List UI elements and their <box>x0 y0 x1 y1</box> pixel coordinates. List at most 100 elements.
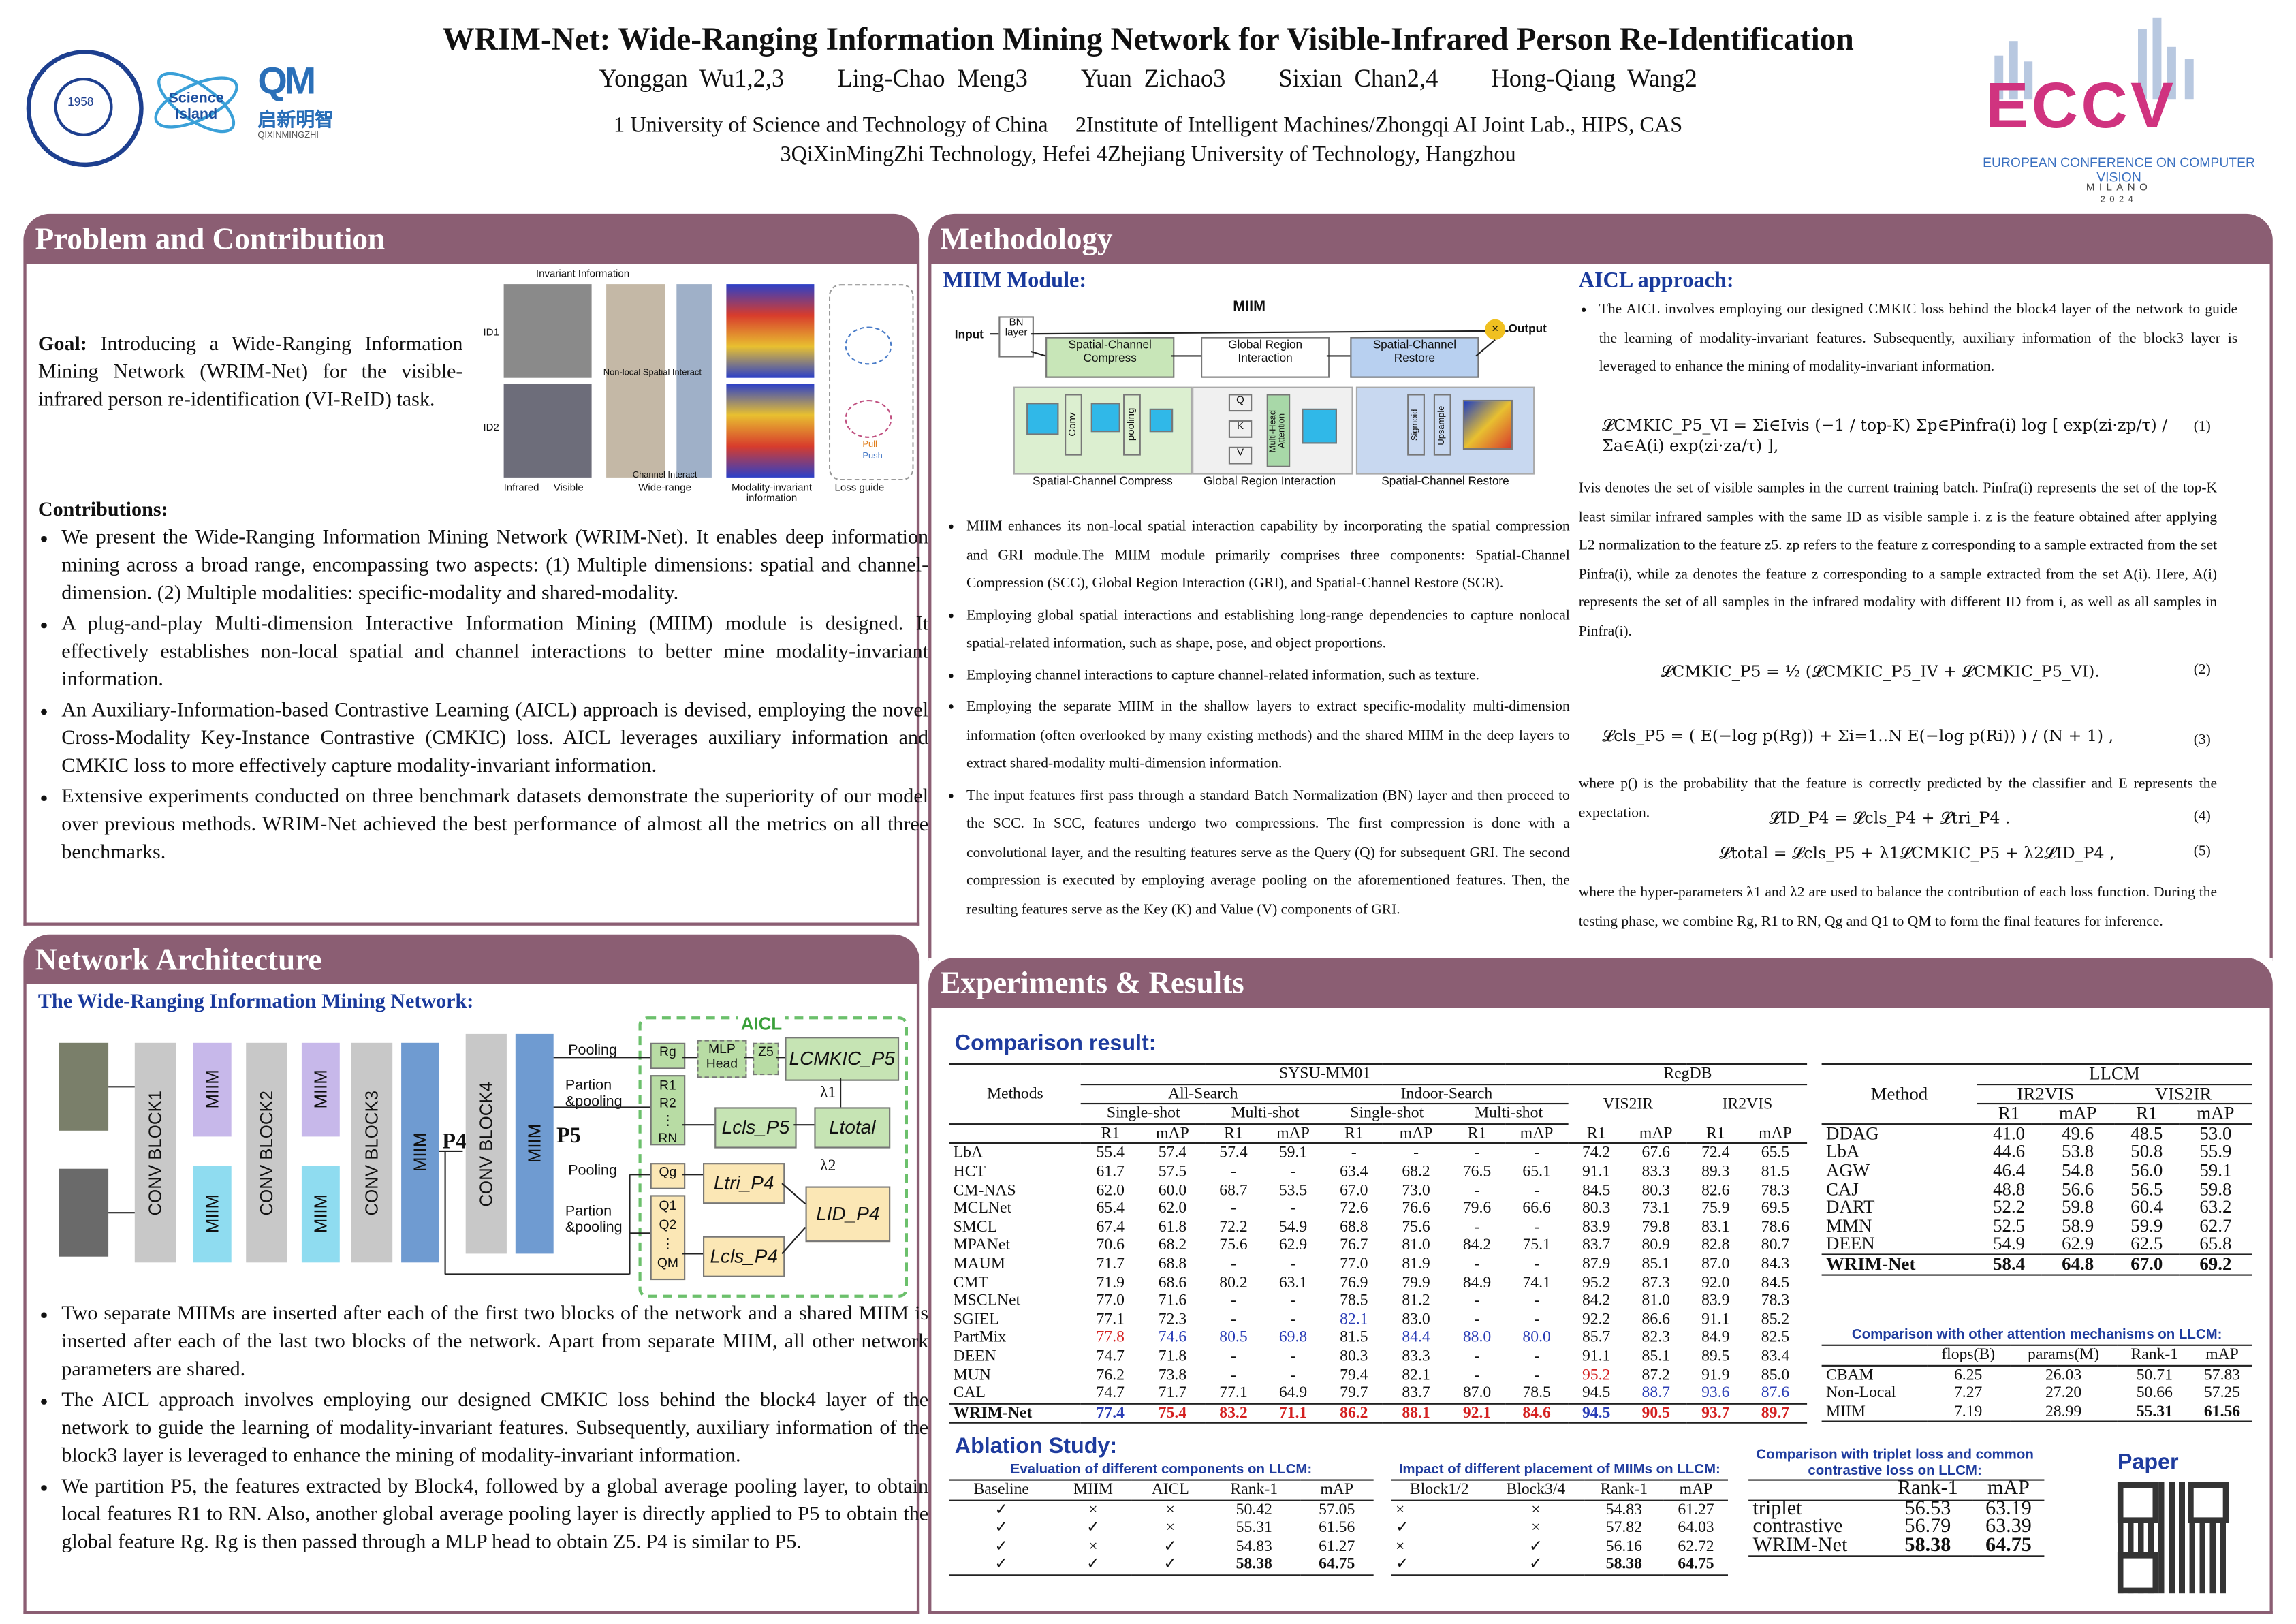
k-box: K <box>1228 420 1253 438</box>
table-cell: 68.8 <box>1340 1218 1368 1236</box>
table-cell: 70.6 <box>1096 1236 1125 1255</box>
table-cell: 78.3 <box>1761 1181 1790 1199</box>
scr-caption: Spatial-Channel Restore <box>1381 474 1509 488</box>
table-cell: - <box>1534 1292 1540 1310</box>
paper-qr-code[interactable] <box>2117 1482 2229 1594</box>
table-cell: 63.19 <box>1985 1497 2032 1520</box>
vis-input-image <box>59 1042 109 1131</box>
table-row: DART 52.2 59.8 60.4 63.2 <box>1822 1198 2252 1217</box>
table-cell: 83.2 <box>1219 1404 1248 1422</box>
method-name: SMCL <box>953 1218 998 1236</box>
table-cell: Non-Local <box>1826 1384 1896 1402</box>
table-cell: 67.6 <box>1641 1144 1670 1162</box>
table-cell: 83.7 <box>1582 1236 1611 1255</box>
table-cell: 63.39 <box>1985 1516 2032 1538</box>
table-cell: 83.9 <box>1582 1218 1611 1236</box>
table-cell: 89.5 <box>1701 1347 1730 1365</box>
table-cell: 55.9 <box>2199 1141 2232 1162</box>
col-r1: R1 <box>1586 1124 1606 1142</box>
table-cell: 62.72 <box>1678 1537 1714 1555</box>
table-row: WRIM-Net 58.4 64.8 67.0 69.2 <box>1821 1253 2252 1275</box>
table-cell: 58.38 <box>1904 1534 1951 1557</box>
table-cell: × <box>1088 1537 1098 1555</box>
table-header <box>1748 1480 1883 1500</box>
equation-1-no: (1) <box>2193 418 2211 435</box>
col-r1: R1 <box>1998 1103 2020 1124</box>
feature-cube <box>1026 403 1059 435</box>
table-cell: × <box>1531 1500 1541 1518</box>
pooling-label: Pooling <box>568 1042 617 1059</box>
table-cell: 61.56 <box>2203 1403 2241 1421</box>
col-map: mAP <box>1759 1124 1792 1142</box>
table-cell: - <box>1474 1347 1480 1365</box>
feature-cube <box>1149 408 1174 433</box>
table-cell: 91.1 <box>1582 1163 1611 1181</box>
table-cell: 62.0 <box>1096 1181 1125 1199</box>
table-row: CM-NAS 62.0 60.0 68.7 53.5 67.0 73.0 - - 84.5 80.3… <box>949 1181 1807 1200</box>
ablation-placement-table: Block1/2 Block3/4 Rank-1 mAP × × 54.83 61.27 ✓ × 5… <box>1391 1480 1728 1576</box>
affiliations-2: 3QiXinMingZhi Technology, Hefei 4Zhejian… <box>780 143 1516 168</box>
table-cell: 55.31 <box>1236 1518 1272 1537</box>
table-cell: 83.7 <box>1402 1384 1430 1402</box>
panel-results: Experiments & Results Comparison result:… <box>928 958 2273 1614</box>
col-r1: R1 <box>1705 1124 1725 1142</box>
table-row: ✓ × 57.82 64.03 <box>1391 1519 1728 1537</box>
table-cell: 84.5 <box>1582 1181 1611 1199</box>
equation-2: 𝓛CMKIC_P5 = ½ (𝓛CMKIC_P5_IV + 𝓛CMKIC_P5_… <box>1661 661 2100 681</box>
table-cell: - <box>1351 1144 1357 1162</box>
table-cell: 68.7 <box>1219 1181 1248 1199</box>
miim-bullet: MIIM enhances its non-local spatial inte… <box>966 513 1570 599</box>
mlp-head: MLP Head <box>697 1040 747 1078</box>
table-cell: 87.0 <box>1462 1384 1492 1402</box>
miim-bullet: Employing the separate MIIM in the shall… <box>966 693 1570 779</box>
col-single-shot: Single-shot <box>1325 1104 1449 1125</box>
table-row: ✓ × × 50.42 57.05 <box>949 1500 1374 1519</box>
table-row: PartMix 77.8 74.6 80.5 69.8 81.5 84.4 88.0 80.0 8… <box>949 1329 1807 1347</box>
table-cell: 59.1 <box>1278 1144 1308 1162</box>
table-cell: 65.5 <box>1761 1144 1790 1162</box>
col-llcm: LLCM <box>1977 1063 2252 1085</box>
equation-3: 𝓛cls_P5 = ( E(−log p(Rg)) + Σi=1..N E(−l… <box>1602 726 2114 746</box>
heatmap-2 <box>726 384 815 478</box>
table-row: MSCLNet 77.0 71.6 - - 78.5 81.2 - - 84.2 81.0 83.9 7… <box>949 1292 1807 1311</box>
pooling-box: pooling <box>1123 394 1141 456</box>
table-cell: 77.0 <box>1096 1292 1125 1310</box>
table-cell: 79.6 <box>1462 1200 1492 1217</box>
table-cell: 82.3 <box>1641 1328 1670 1347</box>
table-cell: 61.27 <box>1678 1500 1714 1518</box>
loss-total: Ltotal <box>814 1107 891 1149</box>
feature-cube <box>1090 403 1120 433</box>
table-cell: 73.1 <box>1641 1200 1670 1217</box>
equation-3-no: (3) <box>2193 732 2211 749</box>
table-cell: 62.9 <box>2062 1234 2094 1255</box>
table-cell: 79.8 <box>1641 1218 1670 1236</box>
table-cell: - <box>1534 1181 1540 1199</box>
table-cell: 63.2 <box>2199 1196 2232 1217</box>
table-cell: - <box>1290 1163 1296 1181</box>
table-cell: 84.4 <box>1402 1328 1430 1347</box>
table-cell: 71.7 <box>1158 1384 1187 1402</box>
table-cell: 64.8 <box>2062 1253 2094 1275</box>
author: Sixian Chan2,4 <box>1278 64 1438 93</box>
lambda1: λ1 <box>820 1084 836 1102</box>
table-row: ✓ × ✓ 54.83 61.27 <box>949 1537 1374 1556</box>
table-cell: 91.1 <box>1582 1347 1611 1365</box>
table-cell: 72.2 <box>1219 1218 1248 1236</box>
fig-lossguide: Loss guide <box>834 483 885 494</box>
col-r1: R1 <box>1344 1124 1364 1142</box>
table-row: MUN 76.2 73.8 - - 79.4 82.1 - - 95.2 87.2 91.9 85.0 <box>949 1366 1807 1384</box>
table-cell: - <box>1474 1310 1480 1328</box>
gri-detail: Q K V Multi-Head Attention <box>1192 386 1353 475</box>
equation-4-no: (4) <box>2193 808 2211 825</box>
table-cell: 81.5 <box>1761 1163 1790 1181</box>
table-row: DEEN 74.7 71.8 - - 80.3 83.3 - - 91.1 85.1 89.5 83.4 <box>949 1347 1807 1366</box>
table-cell: MIIM <box>1826 1403 1866 1421</box>
table-cell: - <box>1231 1365 1236 1384</box>
table-cell: 72.6 <box>1340 1200 1368 1217</box>
table-row: SMCL 67.4 61.8 72.2 54.9 68.8 75.6 - - 83.9 79.8 83… <box>949 1218 1807 1236</box>
network-bullet: Two separate MIIMs are inserted after ea… <box>61 1300 928 1384</box>
table-cell: 66.6 <box>1522 1200 1551 1217</box>
table-row: ✓ ✓ × 55.31 61.56 <box>949 1519 1374 1537</box>
table-row: CBAM 6.25 26.03 50.71 57.83 <box>1822 1365 2252 1384</box>
table-cell: 56.79 <box>1904 1516 1951 1538</box>
